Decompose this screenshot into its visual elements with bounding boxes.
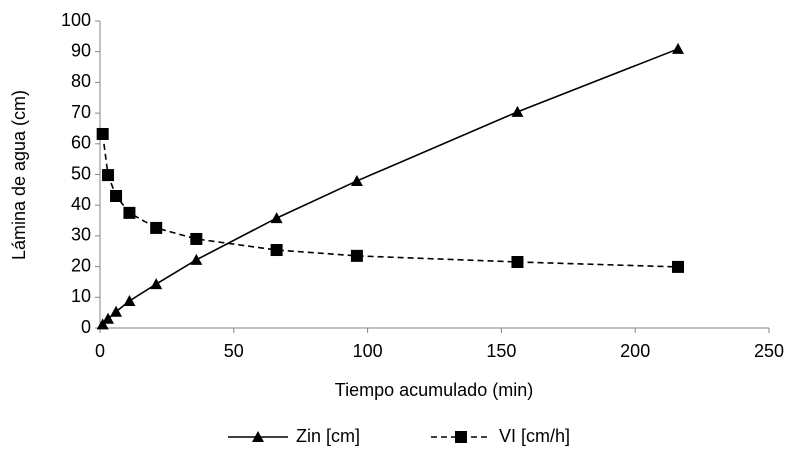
y-tick-label: 40 <box>71 194 91 214</box>
y-tick-label: 10 <box>71 286 91 306</box>
legend-marker <box>252 431 264 442</box>
marker <box>150 278 163 290</box>
y-tick-label: 70 <box>71 102 91 122</box>
marker <box>110 189 123 202</box>
y-tick-label: 90 <box>71 40 91 60</box>
legend-label: VI [cm/h] <box>499 426 570 446</box>
y-tick-label: 100 <box>61 10 91 30</box>
y-tick-label: 50 <box>71 163 91 183</box>
x-tick-label: 150 <box>486 341 516 361</box>
y-tick-label: 0 <box>81 317 91 337</box>
marker <box>511 105 524 117</box>
y-tick-label: 20 <box>71 255 91 275</box>
y-tick-label: 30 <box>71 225 91 245</box>
marker <box>672 42 685 54</box>
marker <box>270 244 283 257</box>
marker <box>110 305 123 317</box>
marker <box>123 206 136 219</box>
marker <box>270 212 283 224</box>
y-tick-label: 60 <box>71 133 91 153</box>
marker <box>190 232 203 245</box>
marker <box>511 255 524 268</box>
x-tick-label: 100 <box>353 341 383 361</box>
marker <box>150 221 163 234</box>
y-axis-label: Lámina de agua (cm) <box>9 90 29 260</box>
series-line <box>102 48 679 325</box>
x-axis-label: Tiempo acumulado (min) <box>335 380 533 400</box>
marker <box>123 294 136 306</box>
x-tick-label: 200 <box>620 341 650 361</box>
legend-marker <box>455 431 467 443</box>
x-tick-label: 50 <box>224 341 244 361</box>
marker <box>350 174 363 186</box>
series-line <box>101 133 679 268</box>
marker <box>96 127 109 140</box>
marker <box>102 169 115 182</box>
marker <box>350 249 363 262</box>
marker <box>190 253 203 265</box>
marker <box>672 260 685 273</box>
x-tick-label: 250 <box>754 341 784 361</box>
x-tick-label: 0 <box>95 341 105 361</box>
marker <box>96 318 109 330</box>
y-tick-label: 80 <box>71 71 91 91</box>
marker <box>102 312 115 324</box>
legend-label: Zin [cm] <box>296 426 360 446</box>
